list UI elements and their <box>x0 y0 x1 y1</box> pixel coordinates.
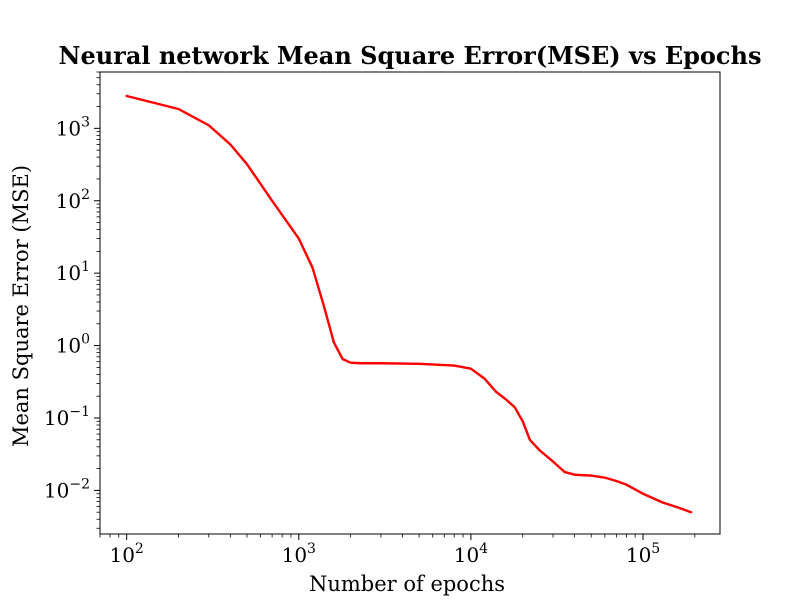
x-axis-label: Number of epochs <box>309 572 505 596</box>
chart-title: Neural network Mean Square Error(MSE) vs… <box>59 41 762 70</box>
y-tick-label: 103 <box>56 114 90 140</box>
y-tick-label: 100 <box>56 332 90 358</box>
chart-marks: 102 103 104 105 10−2 10−1 100 101 102 103 <box>44 71 696 567</box>
x-tick-label: 103 <box>282 541 316 567</box>
y-tick-label: 102 <box>56 187 90 213</box>
x-tick-label: 105 <box>626 541 660 567</box>
x-tick-label: 104 <box>454 541 488 567</box>
x-tick-label: 102 <box>109 541 143 567</box>
y-tick-label: 10−2 <box>44 476 90 502</box>
mse-series-line <box>125 94 693 514</box>
y-tick-label: 10−1 <box>44 404 90 430</box>
plot-frame <box>99 71 721 535</box>
y-tick-label: 101 <box>56 259 90 285</box>
y-axis-label: Mean Square Error (MSE) <box>9 165 33 447</box>
